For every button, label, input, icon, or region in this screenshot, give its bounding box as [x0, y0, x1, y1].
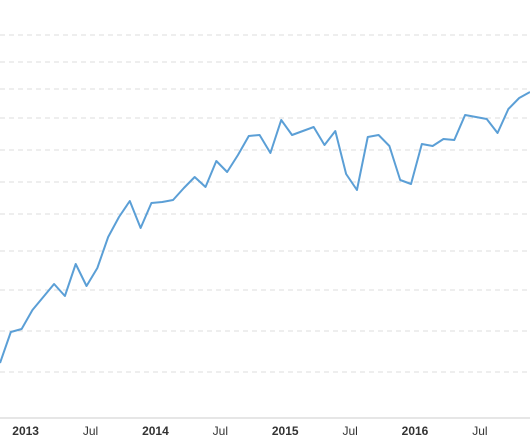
x-tick-label: Jul	[83, 424, 98, 438]
x-tick-label: Jul	[213, 424, 228, 438]
x-tick-label: Jul	[472, 424, 487, 438]
x-tick-label: 2014	[142, 424, 169, 438]
x-tick-label: 2016	[402, 424, 429, 438]
x-tick-label: 2015	[272, 424, 299, 438]
x-tick-label: 2013	[12, 424, 39, 438]
data-line	[0, 91, 530, 364]
x-tick-label: Jul	[342, 424, 357, 438]
